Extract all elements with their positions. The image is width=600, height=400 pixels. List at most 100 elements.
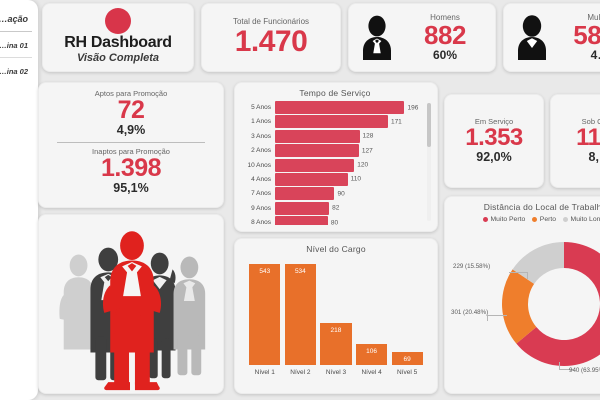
donut-label-muito-perto: 940 (63.95%) [569, 367, 600, 374]
vbar-value-label: 543 [259, 268, 271, 275]
chart-card-distancia-local-trabalho: Distância do Local de Trabalh… Muito Per… [444, 196, 600, 394]
vbar-category-label: Nível 3 [325, 369, 347, 376]
hbar-track: 196 [275, 101, 431, 114]
promocao-divider [57, 142, 205, 144]
hbar-value-label: 110 [350, 175, 362, 183]
vbar-bar[interactable]: 106 [356, 344, 388, 365]
legend-swatch-icon [563, 217, 569, 222]
hbar-row[interactable]: 4 Anos 110 [239, 172, 431, 186]
hbar-fill[interactable] [275, 172, 348, 186]
leader-line-orange-v [487, 315, 488, 321]
woman-silhouette-icon [512, 14, 552, 62]
kpi-card-promocao: Aptos para Promoção 72 4,9% Inaptos para… [38, 82, 224, 208]
hbar-fill[interactable] [275, 216, 328, 225]
hbar-category-label: 4 Anos [251, 175, 271, 183]
donut-plot-area: 229 (15.58%) 301 (20.48%) 940 (63.95%) [451, 225, 600, 377]
vbar-value-label: 69 [403, 355, 411, 363]
hbar-row[interactable]: 1 Anos 171 [239, 115, 431, 129]
vbar-column[interactable]: 543 Nível 1 [249, 264, 281, 376]
donut-legend-item[interactable]: Perto [532, 216, 556, 223]
hbar-row[interactable]: 9 Anos 82 [239, 201, 431, 215]
legend-label: Muito Perto [490, 216, 526, 223]
donut-label-perto: 301 (20.48%) [451, 309, 489, 316]
legend-swatch-icon [483, 217, 489, 222]
hbar-fill[interactable] [275, 101, 405, 114]
hbar-track: 127 [275, 144, 431, 158]
donut-legend[interactable]: Muito Perto Perto Muito Long… [451, 216, 600, 223]
hbar-track: 128 [275, 129, 431, 143]
sidebar-item-page-02[interactable]: …ina 02 [0, 67, 28, 76]
chart-scrollbar[interactable] [427, 103, 431, 221]
sidebar-item-page-01[interactable]: …ina 01 [0, 41, 28, 50]
donut-legend-item[interactable]: Muito Long… [563, 216, 600, 223]
sidebar-nav[interactable]: …ação …ina 01 …ina 02 [0, 0, 38, 400]
kpi-em-servico-percent: 92,0% [476, 149, 512, 164]
leader-line-gray-v [527, 272, 528, 279]
vbar-bar[interactable]: 218 [320, 322, 352, 365]
donut-legend-item[interactable]: Muito Perto [483, 216, 525, 223]
hbar-value-label: 128 [362, 132, 374, 140]
vbar-bar[interactable]: 534 [284, 264, 316, 365]
leader-line-orange [487, 315, 507, 316]
kpi-card-sob-contrato: Sob Con… 11… 8,… [550, 94, 600, 188]
hbar-track: 82 [275, 201, 431, 215]
donut-slice[interactable] [512, 242, 564, 284]
hbar-row[interactable]: 2 Anos 127 [239, 144, 431, 158]
kpi-card-em-servico: Em Serviço 1.353 92,0% [444, 94, 544, 188]
hbar-fill[interactable] [275, 201, 330, 215]
hbar-fill[interactable] [275, 115, 388, 129]
hbar-fill[interactable] [275, 144, 359, 158]
donut-chart-svg[interactable] [489, 233, 600, 379]
vbar-category-label: Nível 2 [290, 369, 311, 376]
tempo-de-servico-bars[interactable]: 5 Anos 196 1 Anos 171 3 Anos 128 2 Anos 127 10 A… [239, 101, 431, 225]
sidebar-divider [0, 57, 32, 58]
hbar-category-label: 7 Anos [251, 190, 271, 198]
vbar-column[interactable]: 218 Nível 3 [320, 264, 352, 376]
kpi-mulheres-percent: 4… [590, 47, 600, 62]
vbar-column[interactable]: 69 Nível 5 [391, 264, 423, 376]
kpi-homens-label: Homens [430, 13, 460, 23]
hbar-category-label: 3 Anos [251, 132, 271, 140]
hbar-track: 120 [275, 158, 431, 172]
kpi-aptos-label: Aptos para Promoção [94, 89, 168, 98]
hbar-value-label: 120 [357, 161, 369, 169]
hbar-fill[interactable] [275, 158, 355, 172]
donut-label-muito-longe: 229 (15.58%) [453, 263, 491, 270]
leader-line-gray [509, 272, 527, 273]
chart-title-distancia: Distância do Local de Trabalh… [483, 202, 600, 212]
nivel-do-cargo-bars[interactable]: 543 Nível 1 534 Nível 2 218 Nível 3 106 Nível 4… [247, 264, 425, 376]
brand-dot-icon [105, 8, 131, 34]
hbar-category-label: 8 Anos [251, 219, 271, 225]
kpi-aptos-percent: 4,9% [116, 122, 146, 137]
hbar-fill[interactable] [275, 129, 360, 143]
chart-title-nivel-do-cargo: Nível do Cargo [306, 244, 366, 254]
donut-slice[interactable] [516, 242, 600, 366]
hbar-track: 90 [275, 187, 431, 201]
hbar-row[interactable]: 10 Anos 120 [239, 158, 431, 172]
legend-label: Muito Long… [570, 216, 600, 223]
kpi-mulheres-label: Mulh… [587, 13, 600, 23]
hbar-fill[interactable] [275, 187, 335, 201]
hbar-value-label: 82 [332, 204, 340, 212]
kpi-aptos-block: Aptos para Promoção 72 4,9% [47, 89, 215, 137]
vbar-value-label: 534 [294, 268, 306, 275]
hbar-value-label: 171 [390, 118, 402, 126]
brand-card: RH Dashboard Visão Completa [42, 3, 194, 72]
chart-title-tempo-de-servico: Tempo de Serviço [299, 88, 371, 98]
donut-slice[interactable] [502, 269, 537, 344]
team-illustration-card [38, 214, 224, 394]
hbar-row[interactable]: 7 Anos 90 [239, 187, 431, 201]
vbar-value-label: 218 [330, 326, 342, 334]
hbar-value-label: 196 [407, 104, 419, 111]
vbar-column[interactable]: 534 Nível 2 [284, 264, 316, 376]
hbar-category-label: 10 Anos [247, 161, 272, 169]
hbar-row[interactable]: 3 Anos 128 [239, 129, 431, 143]
vbar-column[interactable]: 106 Nível 4 [356, 264, 388, 376]
kpi-sob-contrato-value: 11… [576, 124, 600, 152]
kpi-inaptos-label: Inaptos para Promoção [92, 147, 170, 157]
hbar-row[interactable]: 8 Anos 80 [239, 216, 431, 225]
vbar-bar[interactable]: 69 [391, 351, 423, 365]
hbar-row[interactable]: 5 Anos 196 [239, 101, 431, 114]
vbar-bar[interactable]: 543 [249, 264, 281, 365]
